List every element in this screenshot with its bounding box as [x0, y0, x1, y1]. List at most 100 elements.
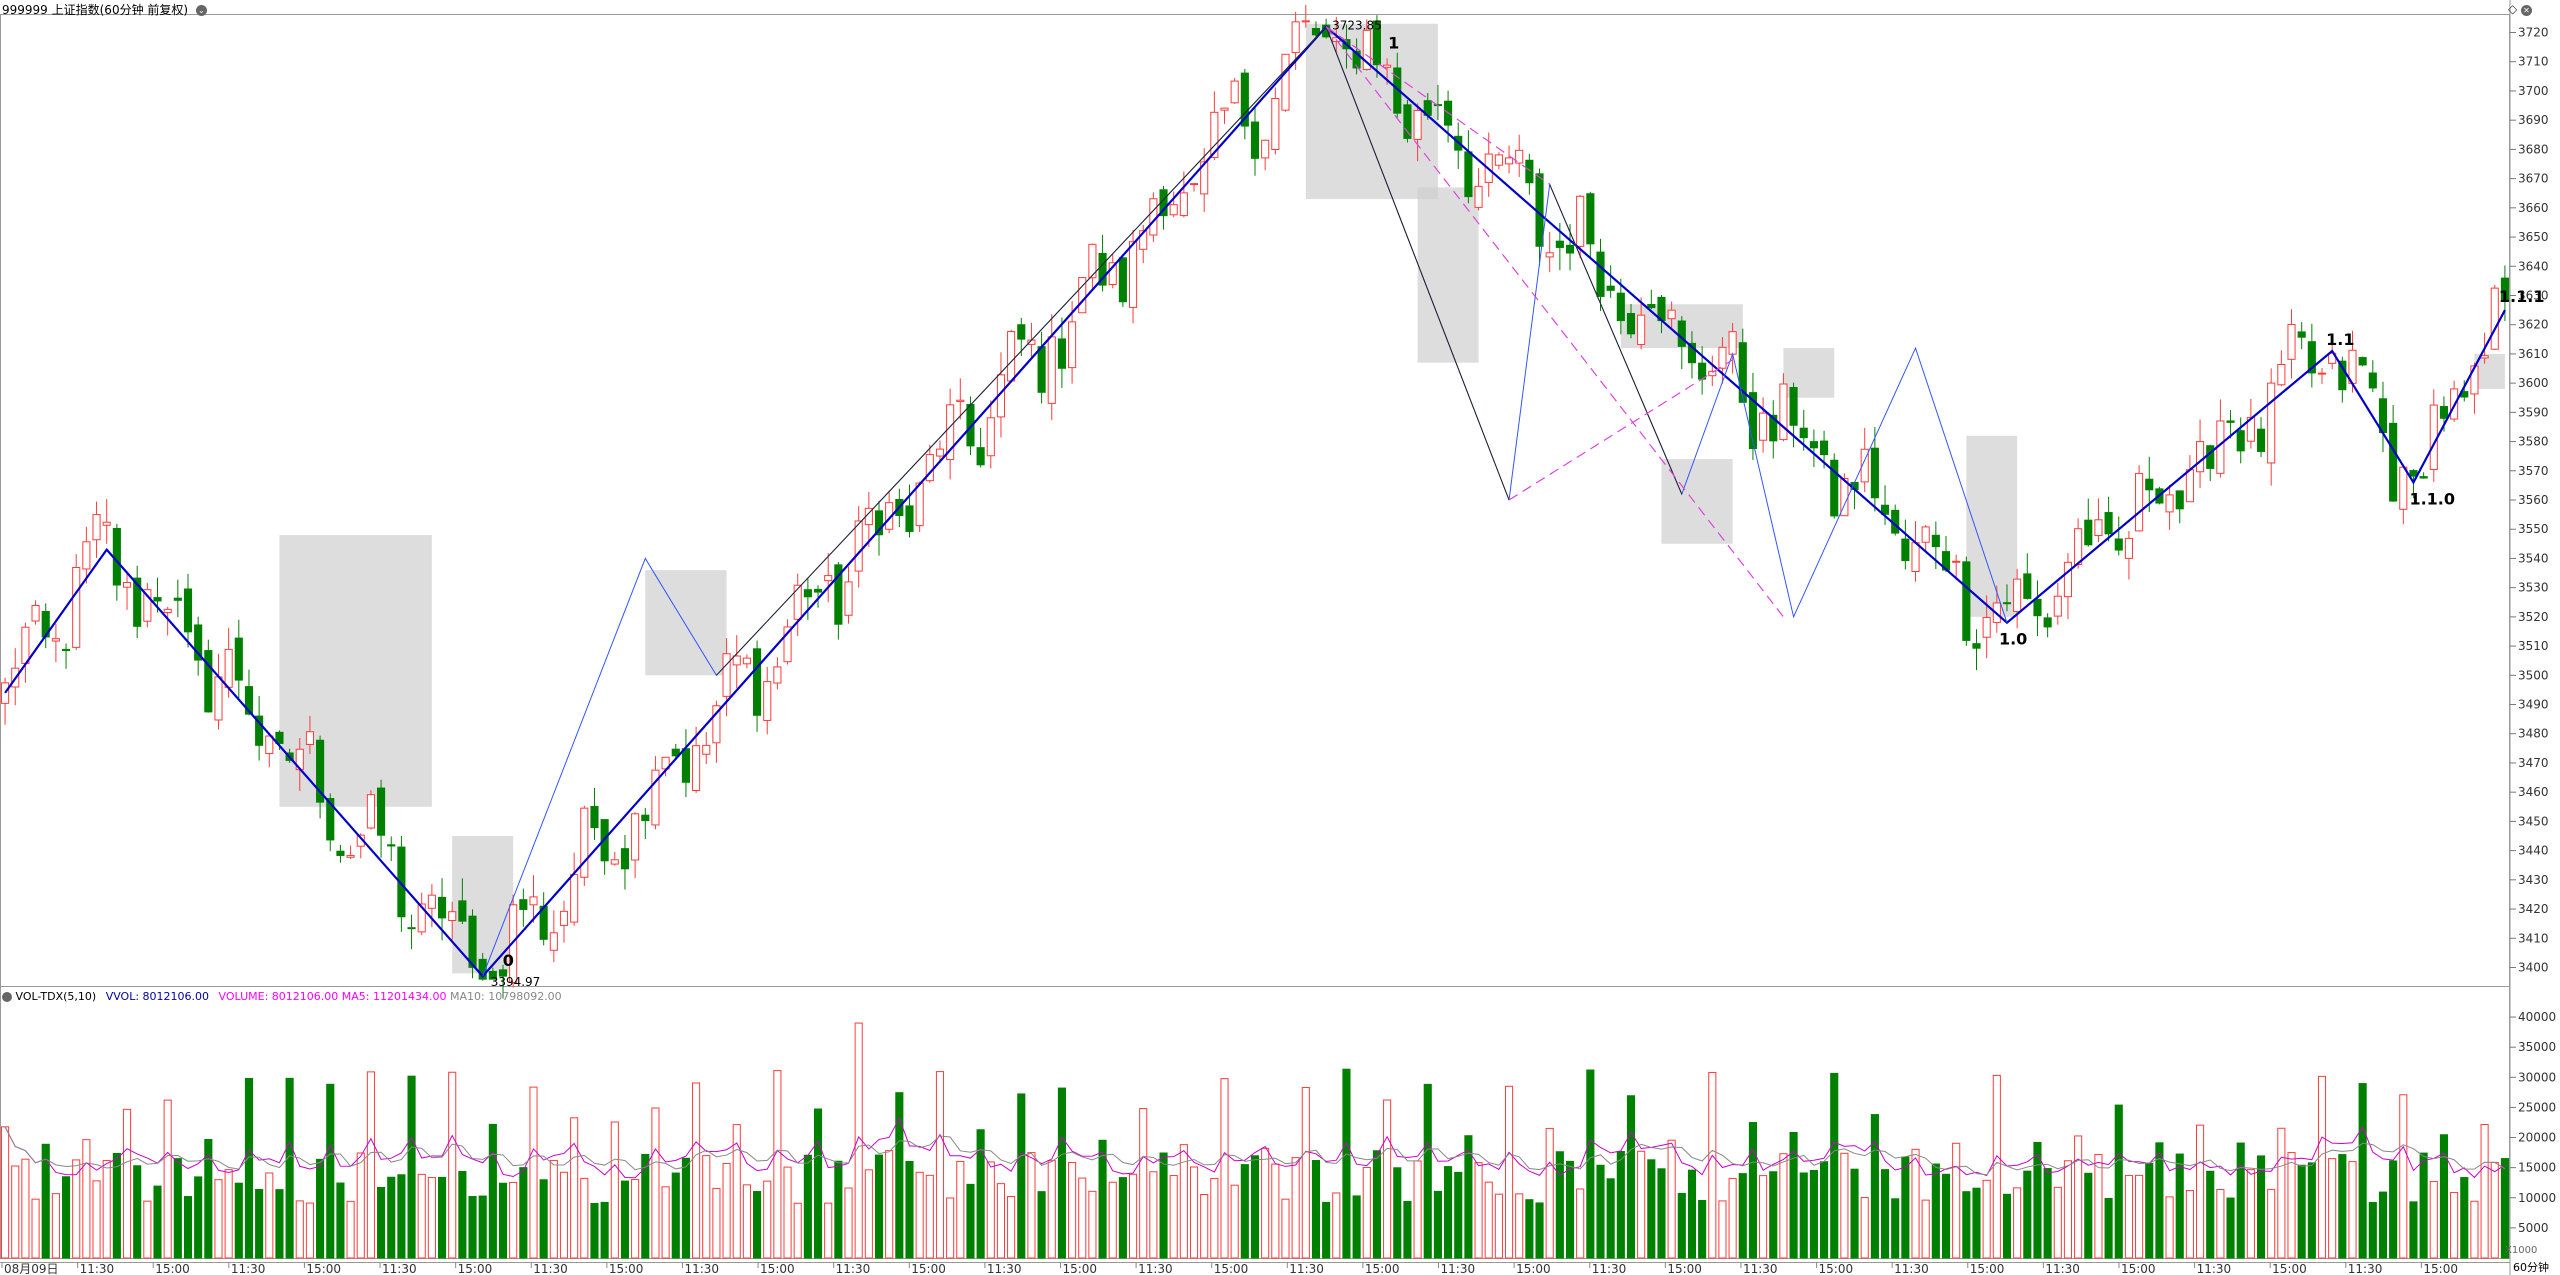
vol-indicator-name: VOL-TDX(5,10) — [15, 990, 97, 1003]
price-tick-label: 3690 — [2518, 113, 2549, 127]
time-tick-label: 15:00 — [1516, 1262, 1551, 1275]
volume-bar-up — [2063, 1160, 2073, 1259]
volume-bar-down — [1769, 1171, 1778, 1259]
volume-bar-up — [1332, 1192, 1341, 1259]
volume-bar-down — [1809, 1169, 1818, 1259]
price-tick-label: 3710 — [2518, 55, 2549, 69]
time-tick-label: 15:00 — [1667, 1262, 1702, 1275]
candle-down — [1017, 324, 1026, 340]
candle-down — [2389, 422, 2398, 502]
candle-down — [753, 648, 762, 716]
candle-down — [2023, 573, 2032, 599]
volume-bar-down — [285, 1077, 294, 1259]
volume-bar-up — [1840, 1152, 1849, 1259]
volume-bar-down — [753, 1191, 762, 1259]
candle-down — [1748, 392, 1757, 450]
volume-bar-down — [1118, 1177, 1127, 1259]
volume-bar-down — [681, 1157, 690, 1259]
candle-up — [2267, 382, 2276, 464]
candle-up — [143, 589, 152, 622]
volume-bar-down — [1017, 1093, 1026, 1259]
time-tick-label: 11:30 — [1289, 1262, 1324, 1275]
candle-up — [2399, 466, 2408, 510]
candle-up — [1230, 80, 1239, 104]
candle-up — [346, 855, 355, 858]
volume-bar-down — [1322, 1201, 1331, 1259]
candle-up — [2490, 287, 2499, 350]
candle-up — [1413, 109, 1422, 140]
volume-bar-up — [2348, 1161, 2357, 1259]
volume-bar-up — [1759, 1175, 1768, 1259]
time-tick-label: 11:30 — [533, 1262, 568, 1275]
candle-up — [783, 626, 792, 663]
candle-up — [854, 520, 863, 572]
volume-settings-icon[interactable] — [2, 992, 12, 1002]
candle-up — [1667, 309, 1676, 320]
volume-bar-down — [377, 1186, 386, 1259]
volume-bar-up — [102, 1159, 111, 1259]
time-tick-label: 11:30 — [1441, 1262, 1476, 1275]
candle-down — [1565, 244, 1575, 254]
volume-bar-down — [1240, 1164, 1249, 1259]
diamond-icon[interactable]: ◇ — [2507, 2, 2518, 16]
volume-bar-down — [1444, 1166, 1453, 1259]
volume-bar-up — [631, 1179, 640, 1259]
candle-up — [722, 653, 731, 697]
volume-bar-up — [2267, 1188, 2276, 1259]
volume-bar-up — [214, 1179, 223, 1259]
candle-down — [1809, 441, 1818, 449]
price-tick-label: 3610 — [2518, 347, 2549, 361]
candle-up — [824, 575, 833, 582]
candlestick-series[interactable] — [1, 4, 2509, 999]
candle-down — [1596, 251, 1605, 297]
candle-down — [620, 848, 630, 870]
annotations: 3723.85 3394.97 0 1 1.0 1.1 1.1.0 1.1.1 — [491, 19, 2545, 990]
candle-down — [255, 715, 264, 746]
volume-bar-down — [1098, 1139, 1107, 1259]
candle-down — [1464, 151, 1473, 198]
volume-tick-label: 30000 — [2518, 1070, 2556, 1084]
volume-bar-up — [1413, 1160, 1422, 1259]
period-label: 60分钟 — [2513, 1261, 2549, 1274]
volume-bar-up — [1921, 1199, 1930, 1259]
volume-bar-up — [559, 1171, 569, 1259]
volume-bar-down — [2338, 1154, 2347, 1259]
volume-bar-up — [986, 1161, 995, 1259]
candle-up — [509, 904, 518, 984]
candle-down — [478, 958, 487, 980]
time-tick-label: 11:30 — [684, 1262, 719, 1275]
candle-down — [1769, 414, 1778, 442]
volume-bar-down — [590, 1202, 599, 1259]
volume-bar-up — [1637, 1150, 1646, 1259]
time-tick-label: 15:00 — [155, 1262, 190, 1275]
volume-bar-up — [163, 1099, 172, 1259]
volume-bar-down — [2368, 1202, 2377, 1259]
time-tick-label: 11:30 — [231, 1262, 266, 1275]
volume-bar-down — [1311, 1160, 1321, 1259]
price-tick-label: 3490 — [2518, 698, 2549, 712]
price-tick-label: 3680 — [2518, 142, 2549, 156]
time-tick-label: 11:30 — [382, 1262, 417, 1275]
volume-bar-up — [448, 1071, 457, 1259]
candle-down — [1352, 50, 1361, 69]
settings-circle-icon[interactable]: ⌄ — [195, 5, 207, 16]
vvol-value: VVOL: 8012106.00 — [105, 990, 210, 1003]
volume-bar-up — [1078, 1177, 1087, 1259]
volume-bar-up — [1129, 1173, 1138, 1259]
volume-bar-down — [1870, 1114, 1879, 1259]
candle-up — [2135, 472, 2144, 532]
volume-bar-up — [580, 1177, 589, 1259]
close-icon[interactable]: ✕ — [2521, 5, 2532, 16]
candle-up — [305, 731, 314, 745]
time-tick-label: 15:00 — [1062, 1262, 1097, 1275]
volume-bar-down — [976, 1129, 985, 1259]
volume-series[interactable] — [1, 1022, 2509, 1259]
volume-bar-up — [1383, 1099, 1392, 1259]
candle-down — [2236, 430, 2245, 452]
volume-bar-down — [1159, 1152, 1168, 1259]
candle-up — [1494, 154, 1503, 166]
ma5-value: MA5: 11201434.00 — [341, 990, 447, 1003]
volume-bar-down — [1891, 1198, 1900, 1259]
volume-bar-down — [1830, 1072, 1839, 1259]
candle-down — [2175, 490, 2184, 510]
